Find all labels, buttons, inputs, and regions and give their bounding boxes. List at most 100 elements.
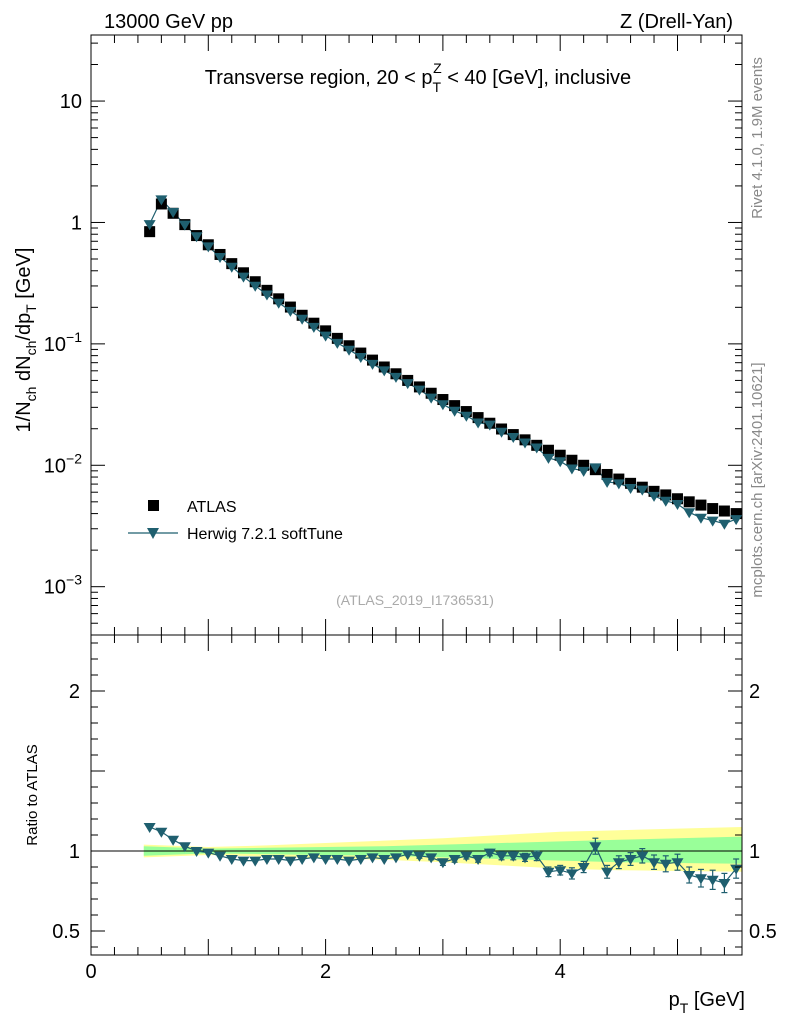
ratio-point [272,855,285,865]
atlas-point [472,412,484,424]
mc-point [331,338,344,349]
ratio-y-ticks [91,642,742,948]
ratio-frame [90,634,743,956]
ratio-point [706,875,719,886]
mc-point [718,519,731,530]
ratio-point [260,855,273,865]
ratio-point [460,851,473,862]
atlas-point [249,276,261,288]
legend-atlas-label: ATLAS [187,499,237,516]
ratio-point [296,855,309,865]
ratio-point [612,858,625,869]
mc-point [530,443,543,454]
ratio-point [648,858,661,869]
ratio-point [519,853,531,864]
mc-point [214,252,227,263]
ratio-point [202,848,215,859]
mc-point [155,195,168,206]
mc-point [659,496,672,507]
ratio-y-tick-label-left: 1 [69,841,80,863]
atlas-point [578,459,590,471]
main-y-tick-label: 10−2 [44,450,82,477]
main-panel: 10 1 10−1 10−2 10−3 Transverse region, 20 < … [13,34,743,636]
mc-series-line [149,198,737,525]
ratio-x-tick-labels: 0 2 4 [85,961,565,983]
ratio-point [436,858,449,869]
mc-point [272,298,285,309]
ratio-point [671,858,684,869]
header-left: 13000 GeV pp [104,11,233,33]
mc-point [202,242,215,253]
ratio-point [155,827,168,838]
mc-point [319,331,332,342]
ratio-point [249,856,262,867]
ratio-point [694,874,707,885]
mc-point [225,262,238,273]
ratio-y-tick-label-left: 2 [69,681,80,703]
ratio-point [389,853,402,864]
main-x-ticks [90,35,725,635]
mc-point [495,427,508,438]
ratio-point [659,859,672,870]
ratio-point [413,851,426,862]
ratio-point [214,851,227,862]
ratio-point [178,842,191,853]
ratio-point [190,847,203,857]
mc-point [601,477,614,488]
mc-point [565,464,578,475]
legend-atlas-marker [148,500,159,511]
mc-point [296,314,309,325]
x-tick-label: 4 [555,961,566,983]
mc-point [648,491,661,502]
ratio-point [284,856,297,867]
mc-point [624,483,637,494]
mc-point [249,281,262,292]
ratio-point [167,835,180,846]
ratio-y-tick-label-right: 0.5 [749,921,777,943]
mc-point [460,411,473,422]
main-y-tick-label: 1 [71,212,82,234]
main-y-tick-label: 10 [60,91,82,113]
mcplots-label: mcplots.cern.ch [arXiv:2401.10621] [749,362,766,597]
atlas-point [683,496,695,508]
mc-point [577,466,590,477]
mc-point [366,359,379,370]
mc-point [343,345,356,356]
mc-line [149,198,737,525]
legend: ATLAS Herwig 7.2.1 softTune [128,499,343,543]
atlas-point [601,468,613,480]
ratio-point [307,853,320,864]
mc-point [554,457,567,468]
ratio-point [343,856,356,867]
atlas-point [331,332,343,344]
mc-point [472,418,485,429]
mc-point [671,499,684,510]
rivet-label: Rivet 4.1.0, 1.9M events [749,57,766,219]
ratio-y-tick-label-right: 1 [749,841,760,863]
mc-point [706,516,719,527]
x-tick-label: 0 [85,961,96,983]
main-frame [90,34,743,636]
mc-point [413,385,426,396]
mc-point [683,508,696,519]
ratio-point [448,855,461,865]
atlas-point [449,400,461,412]
atlas-point [730,508,742,520]
mc-data-points [143,195,743,530]
ratio-point [225,855,238,865]
main-y-ticks [91,42,742,636]
ratio-y-axis-label: Ratio to ATLAS [24,744,41,845]
ratio-mc-points [143,823,743,894]
ratio-point [366,853,379,864]
legend-mc-label: Herwig 7.2.1 softTune [187,526,343,543]
ratio-point [718,879,731,889]
ratio-point [378,855,391,865]
mc-point [389,372,402,383]
ratio-panel: 2 2 1 1 0.5 0.5 0 2 4 Ratio to ATLAS pT [GeV] [24,634,777,1016]
mc-point [507,432,520,443]
ratio-point [143,823,156,833]
legend-mc-marker [147,528,159,539]
ratio-point [554,866,567,877]
ratio-point [237,856,250,867]
